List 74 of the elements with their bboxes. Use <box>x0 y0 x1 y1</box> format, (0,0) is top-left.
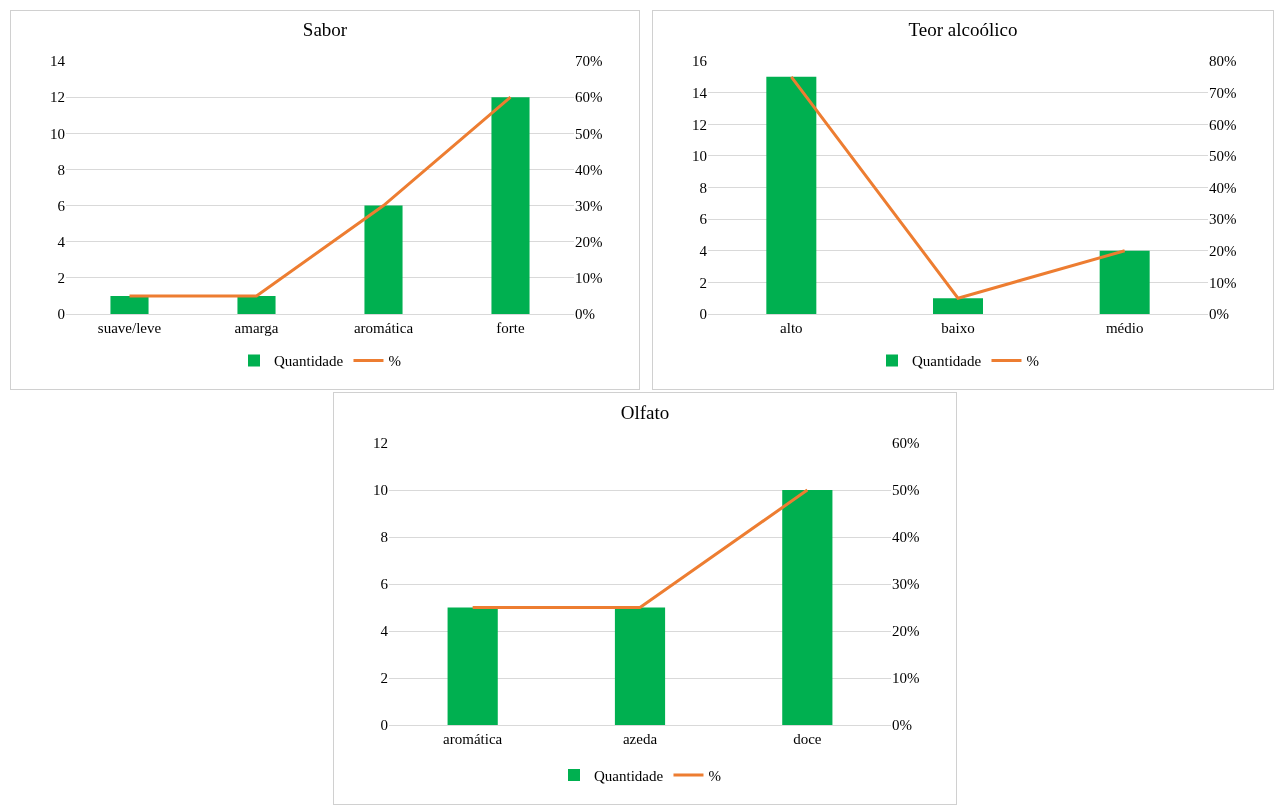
y2-tick-label: 0% <box>1209 306 1229 323</box>
bar <box>1099 250 1150 314</box>
x-tick-label: baixo <box>941 320 975 336</box>
y2-tick-label: 0% <box>575 306 595 323</box>
chart-title: Teor alcoólico <box>908 18 1018 40</box>
x-tick-label: suave/leve <box>97 320 162 336</box>
y2-tick-label: 70% <box>575 53 603 70</box>
y-tick-label: 16 <box>692 53 708 70</box>
bar <box>933 298 983 314</box>
y2-tick-label: 70% <box>1209 84 1237 101</box>
x-tick-label: doce <box>793 731 822 747</box>
bar <box>364 205 403 314</box>
y-tick-label: 0 <box>699 306 707 323</box>
y2-tick-label: 20% <box>1209 243 1237 259</box>
y2-tick-label: 40% <box>892 529 920 546</box>
y-tick-label: 4 <box>380 623 389 640</box>
y2-tick-label: 40% <box>1209 179 1237 196</box>
y-tick-label: 8 <box>380 529 388 546</box>
x-tick-label: aromática <box>353 320 414 336</box>
legend-label: Quantidade <box>274 353 344 370</box>
y-tick-label: 12 <box>373 435 388 452</box>
y-tick-label: 10 <box>692 148 707 165</box>
y-tick-label: 14 <box>692 84 708 101</box>
y2-tick-label: 60% <box>892 435 920 452</box>
y2-tick-label: 0% <box>892 717 912 734</box>
y2-tick-label: 20% <box>892 623 920 640</box>
y2-tick-label: 50% <box>1209 148 1237 165</box>
legend-label: Quantidade <box>594 767 664 784</box>
bar <box>237 295 276 314</box>
y-tick-label: 2 <box>57 270 65 287</box>
y-tick-label: 4 <box>57 233 66 250</box>
legend-label: % <box>1026 353 1039 370</box>
x-tick-label: aromática <box>443 731 503 747</box>
y2-tick-label: 30% <box>892 576 920 593</box>
y2-tick-label: 50% <box>892 482 920 499</box>
y2-tick-label: 60% <box>1209 116 1237 133</box>
y2-tick-label: 80% <box>1209 53 1237 70</box>
legend-label: % <box>388 353 401 370</box>
x-tick-label: médio <box>1105 320 1144 336</box>
y-tick-label: 10 <box>373 482 388 499</box>
x-tick-label: alto <box>780 320 803 336</box>
y2-tick-label: 10% <box>575 270 603 287</box>
y-tick-label: 8 <box>699 179 707 196</box>
y2-tick-label: 20% <box>575 233 603 250</box>
y2-tick-label: 30% <box>575 197 603 214</box>
y-tick-label: 6 <box>699 211 708 228</box>
y-tick-label: 2 <box>699 274 707 291</box>
y-tick-label: 2 <box>380 670 388 687</box>
bar <box>491 97 530 314</box>
y2-tick-label: 50% <box>575 125 603 142</box>
y-tick-label: 12 <box>692 116 707 133</box>
chart-title: Sabor <box>302 18 348 40</box>
y2-tick-label: 60% <box>575 89 603 106</box>
y-tick-label: 6 <box>380 576 389 593</box>
legend-label: Quantidade <box>912 353 982 370</box>
y-tick-label: 0 <box>380 717 388 734</box>
y2-tick-label: 10% <box>892 670 920 687</box>
x-tick-label: forte <box>496 320 525 336</box>
chart-title: Olfato <box>620 401 670 423</box>
y-tick-label: 4 <box>699 243 708 259</box>
bar <box>110 295 149 314</box>
y2-tick-label: 30% <box>1209 211 1237 228</box>
x-tick-label: amarga <box>234 320 279 336</box>
bar <box>766 76 817 314</box>
y2-tick-label: 10% <box>1209 274 1237 291</box>
y-tick-label: 6 <box>57 197 66 214</box>
y-tick-label: 0 <box>57 306 65 323</box>
y-tick-label: 10 <box>50 125 65 142</box>
x-tick-label: azeda <box>622 731 658 747</box>
y-tick-label: 8 <box>57 161 65 178</box>
y-tick-label: 14 <box>50 53 66 70</box>
legend-label: % <box>708 767 721 784</box>
y-tick-label: 12 <box>50 89 65 106</box>
y2-tick-label: 40% <box>575 161 603 178</box>
